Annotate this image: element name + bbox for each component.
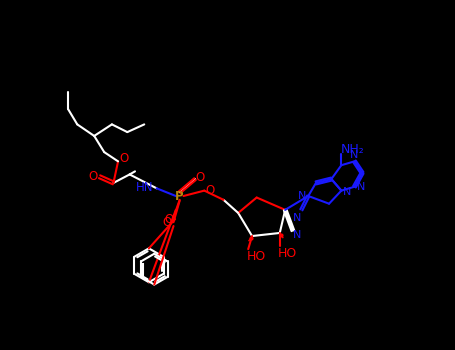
Text: N: N — [356, 182, 365, 192]
Text: O: O — [163, 216, 172, 229]
Text: O: O — [89, 170, 98, 183]
Text: NH₂: NH₂ — [341, 143, 365, 156]
Text: O: O — [206, 184, 215, 197]
Text: HN: HN — [136, 181, 153, 194]
Text: O: O — [120, 152, 129, 165]
Text: HO: HO — [246, 250, 266, 263]
Text: HO: HO — [278, 247, 297, 260]
Text: N: N — [298, 191, 306, 201]
Text: N: N — [344, 187, 352, 197]
Text: N: N — [293, 212, 302, 223]
Text: P: P — [175, 189, 184, 203]
Text: O: O — [196, 171, 205, 184]
Text: N: N — [293, 230, 301, 239]
Text: N: N — [350, 150, 359, 160]
Text: O: O — [164, 212, 173, 226]
